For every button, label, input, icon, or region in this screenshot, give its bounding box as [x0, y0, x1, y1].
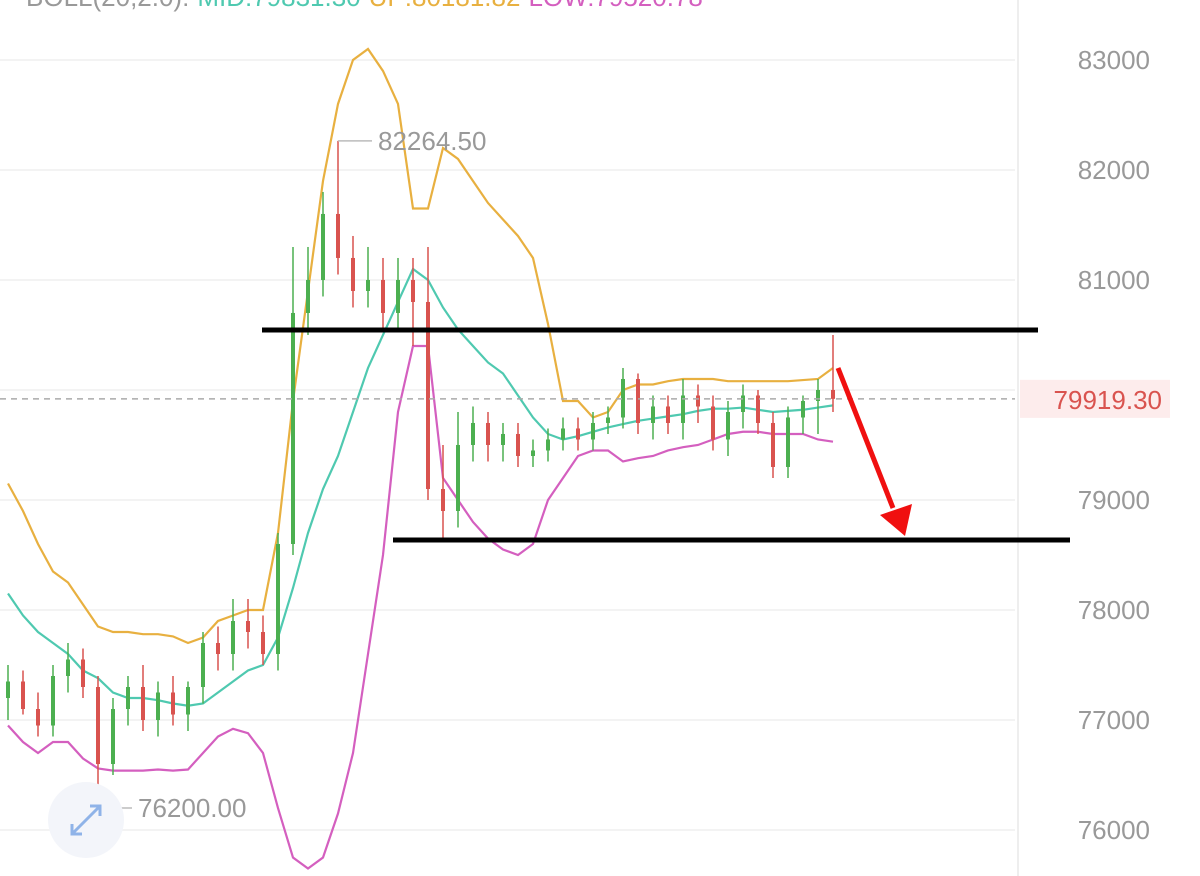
candle-body — [471, 422, 475, 445]
candle-body — [531, 450, 535, 456]
arrow-shaft — [835, 367, 896, 509]
candle-body — [621, 378, 625, 418]
candle-body — [426, 301, 430, 489]
candle-body — [81, 659, 85, 688]
y-tick-label: 77000 — [1078, 705, 1150, 735]
band-line — [7, 47, 834, 645]
candle-body — [141, 687, 145, 721]
band-line — [7, 267, 834, 707]
low-label: 76200.00 — [138, 793, 246, 823]
y-tick-label: 79000 — [1078, 485, 1150, 515]
zoom-button[interactable] — [48, 782, 124, 858]
candle-body — [501, 433, 505, 445]
candle-body — [6, 681, 10, 699]
candle-body — [186, 687, 190, 715]
candle-body — [126, 687, 130, 710]
candle-body — [201, 643, 205, 688]
candle-body — [156, 692, 160, 721]
arrow-head — [880, 504, 912, 536]
candle-body — [291, 312, 295, 544]
legend-entry: MID:79831.30 — [197, 0, 360, 12]
candle-body — [666, 406, 670, 423]
candle-body — [381, 279, 385, 313]
candle-body — [591, 422, 595, 440]
candle-body — [96, 687, 100, 765]
candle-body — [771, 422, 775, 467]
last-price-label: 79919.30 — [1054, 385, 1162, 415]
band-line — [7, 344, 834, 870]
candle-body — [21, 681, 25, 710]
candle-body — [546, 439, 550, 451]
candle-body — [216, 643, 220, 655]
candle-body — [411, 279, 415, 302]
candle-body — [306, 279, 310, 313]
zoom-icon[interactable] — [70, 804, 102, 836]
candle-body — [36, 709, 40, 726]
candle-body — [171, 692, 175, 715]
high-label: 82264.50 — [378, 126, 486, 156]
candle-body — [576, 428, 580, 440]
candle-body — [396, 279, 400, 313]
legend-entry: LOW:79520.78 — [528, 0, 702, 12]
last-price-box — [1020, 379, 1170, 418]
candle-body — [606, 417, 610, 423]
candle-body — [816, 389, 820, 401]
legend-entry: UP:80181.82 — [369, 0, 521, 12]
candle-body — [741, 395, 745, 412]
candle-body — [786, 417, 790, 467]
plot-area: 82264.50 76200.00 — [0, 47, 1015, 870]
candle-body — [651, 406, 655, 423]
candle-body — [726, 411, 730, 440]
y-tick-label: 76000 — [1078, 815, 1150, 845]
candle-body — [681, 395, 685, 423]
y-tick-label: 83000 — [1078, 45, 1150, 75]
candle-body — [456, 444, 460, 511]
candle-body — [441, 488, 445, 511]
candle-body — [711, 406, 715, 440]
candle-body — [831, 389, 835, 399]
candle-body — [66, 659, 70, 677]
candle-body — [246, 620, 250, 633]
candle-body — [111, 709, 115, 765]
candle-body — [261, 632, 265, 655]
candle-body — [366, 279, 370, 291]
candle-body — [321, 213, 325, 280]
candle-body — [486, 422, 490, 445]
y-tick-label: 81000 — [1078, 265, 1150, 295]
candle-body — [801, 400, 805, 418]
candle-body — [696, 395, 700, 407]
candle-body — [561, 428, 565, 440]
indicator-header: BOLL(20,2.0): MID:79831.30 UP:80181.82 LOW:… — [26, 0, 703, 12]
candle-body — [336, 213, 340, 258]
candle-body — [636, 378, 640, 423]
candle-body — [231, 620, 235, 655]
candle-body — [351, 257, 355, 291]
candle-body — [51, 676, 55, 726]
candle-body — [756, 395, 760, 423]
y-tick-label: 82000 — [1078, 155, 1150, 185]
candle-body — [516, 433, 520, 456]
indicator-label: BOLL(20,2.0): — [26, 0, 189, 12]
candle-body — [276, 543, 280, 655]
y-tick-label: 78000 — [1078, 595, 1150, 625]
